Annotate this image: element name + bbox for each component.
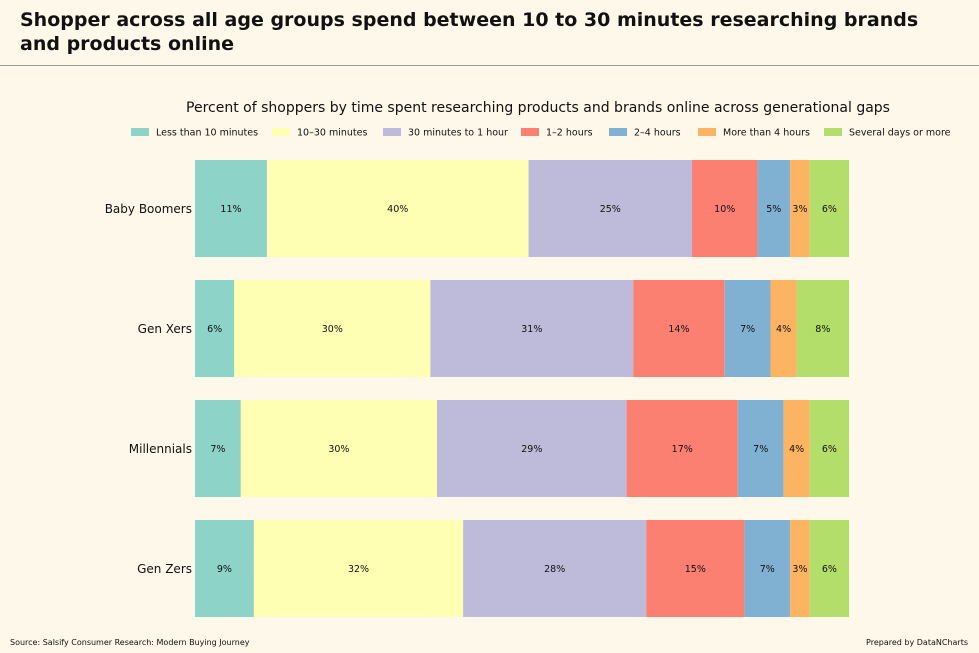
data-label-millennials-10-30-minutes: 30% <box>328 444 349 455</box>
legend-label-2-4-hours: 2–4 hours <box>634 128 681 139</box>
category-label-baby-boomers: Baby Boomers <box>105 202 192 216</box>
data-label-baby-boomers-1-2-hours: 10% <box>714 204 735 215</box>
legend-swatch-30-minutes-to-1-hour <box>383 128 401 136</box>
data-label-baby-boomers-30-minutes-to-1-hour: 25% <box>600 204 621 215</box>
data-label-gen-xers-several-days-or-more: 8% <box>815 324 830 335</box>
bar-segment-gen-xers-less-than-10-minutes <box>195 280 235 377</box>
bar-segment-gen-xers-more-than-4-hours <box>770 280 797 377</box>
bar-segment-gen-zers-several-days-or-more <box>809 520 849 617</box>
data-label-gen-xers-less-than-10-minutes: 6% <box>207 324 222 335</box>
category-labels: Baby Boomers Gen Xers Millennials Gen Zers <box>105 202 192 576</box>
data-label-millennials-several-days-or-more: 6% <box>822 444 837 455</box>
legend-label-several-days-or-more: Several days or more <box>849 128 951 139</box>
bar-segment-baby-boomers-2-4-hours <box>757 160 791 257</box>
title-divider <box>0 65 979 66</box>
bar-segment-gen-zers-less-than-10-minutes <box>195 520 254 617</box>
data-label-gen-zers-several-days-or-more: 6% <box>822 564 837 575</box>
category-label-millennials: Millennials <box>129 442 192 456</box>
legend-swatch-2-4-hours <box>609 128 627 136</box>
data-label-gen-zers-1-2-hours: 15% <box>685 564 706 575</box>
data-label-gen-zers-10-30-minutes: 32% <box>348 564 369 575</box>
bar-segment-baby-boomers-more-than-4-hours <box>790 160 810 257</box>
data-label-millennials-30-minutes-to-1-hour: 29% <box>521 444 542 455</box>
bar-segment-baby-boomers-30-minutes-to-1-hour <box>528 160 693 257</box>
data-label-baby-boomers-more-than-4-hours: 3% <box>792 204 807 215</box>
bar-segment-gen-zers-2-4-hours <box>744 520 791 617</box>
legend-label-10-30-minutes: 10–30 minutes <box>297 128 367 139</box>
bar-segment-gen-xers-30-minutes-to-1-hour <box>430 280 634 377</box>
bar-segment-millennials-2-4-hours <box>737 400 784 497</box>
data-label-baby-boomers-several-days-or-more: 6% <box>822 204 837 215</box>
bar-segment-gen-xers-10-30-minutes <box>234 280 431 377</box>
bar-segment-gen-zers-10-30-minutes <box>253 520 464 617</box>
data-label-gen-xers-2-4-hours: 7% <box>740 324 755 335</box>
legend-swatch-less-than-10-minutes <box>131 128 149 136</box>
data-label-gen-zers-30-minutes-to-1-hour: 28% <box>544 564 565 575</box>
data-label-gen-xers-30-minutes-to-1-hour: 31% <box>521 324 542 335</box>
data-label-millennials-2-4-hours: 7% <box>753 444 768 455</box>
bar-segment-millennials-30-minutes-to-1-hour <box>436 400 627 497</box>
bar-segment-gen-zers-1-2-hours <box>646 520 745 617</box>
data-label-millennials-1-2-hours: 17% <box>672 444 693 455</box>
credit-note: Prepared by DataNCharts <box>866 638 968 647</box>
bar-segment-millennials-1-2-hours <box>626 400 738 497</box>
data-label-baby-boomers-less-than-10-minutes: 11% <box>220 204 241 215</box>
chart-legend: Less than 10 minutes 10–30 minutes 30 minu… <box>131 128 951 139</box>
bar-segment-gen-xers-2-4-hours <box>724 280 771 377</box>
bar-segment-baby-boomers-several-days-or-more <box>809 160 849 257</box>
page-title: Shopper across all age groups spend betw… <box>20 9 919 55</box>
legend-label-more-than-4-hours: More than 4 hours <box>723 128 810 139</box>
legend-swatch-several-days-or-more <box>824 128 842 136</box>
bar-segment-gen-xers-several-days-or-more <box>796 280 849 377</box>
data-label-gen-zers-less-than-10-minutes: 9% <box>217 564 232 575</box>
chart-title: Percent of shoppers by time spent resear… <box>186 100 890 116</box>
category-label-gen-xers: Gen Xers <box>138 322 192 336</box>
data-label-gen-zers-2-4-hours: 7% <box>760 564 775 575</box>
data-label-baby-boomers-10-30-minutes: 40% <box>387 204 408 215</box>
bar-segment-baby-boomers-10-30-minutes <box>266 160 529 257</box>
bar-segment-baby-boomers-less-than-10-minutes <box>195 160 267 257</box>
bar-segment-gen-xers-1-2-hours <box>633 280 725 377</box>
bar-segment-millennials-more-than-4-hours <box>783 400 810 497</box>
data-label-millennials-more-than-4-hours: 4% <box>789 444 804 455</box>
legend-swatch-1-2-hours <box>521 128 539 136</box>
bar-segment-millennials-10-30-minutes <box>240 400 437 497</box>
bar-segment-gen-zers-more-than-4-hours <box>790 520 810 617</box>
data-label-gen-xers-1-2-hours: 14% <box>668 324 689 335</box>
legend-label-1-2-hours: 1–2 hours <box>546 128 593 139</box>
data-label-gen-xers-more-than-4-hours: 4% <box>776 324 791 335</box>
legend-swatch-10-30-minutes <box>272 128 290 136</box>
data-label-baby-boomers-2-4-hours: 5% <box>766 204 781 215</box>
source-note: Source: Salsify Consumer Research: Moder… <box>10 638 250 647</box>
bar-segment-millennials-less-than-10-minutes <box>195 400 241 497</box>
data-label-gen-xers-10-30-minutes: 30% <box>322 324 343 335</box>
bars-group: 11% 40% 25% 10% 5% 3% 6% 6% 30% 31% 14% 7% 4% 8% 7% 30%… <box>195 160 849 617</box>
data-label-millennials-less-than-10-minutes: 7% <box>210 444 225 455</box>
legend-swatch-more-than-4-hours <box>698 128 716 136</box>
data-label-gen-zers-more-than-4-hours: 3% <box>792 564 807 575</box>
legend-label-less-than-10-minutes: Less than 10 minutes <box>156 128 258 139</box>
bar-segment-baby-boomers-1-2-hours <box>692 160 758 257</box>
category-label-gen-zers: Gen Zers <box>137 562 192 576</box>
bar-segment-gen-zers-30-minutes-to-1-hour <box>463 520 647 617</box>
bar-segment-millennials-several-days-or-more <box>809 400 849 497</box>
legend-label-30-minutes-to-1-hour: 30 minutes to 1 hour <box>408 128 508 139</box>
